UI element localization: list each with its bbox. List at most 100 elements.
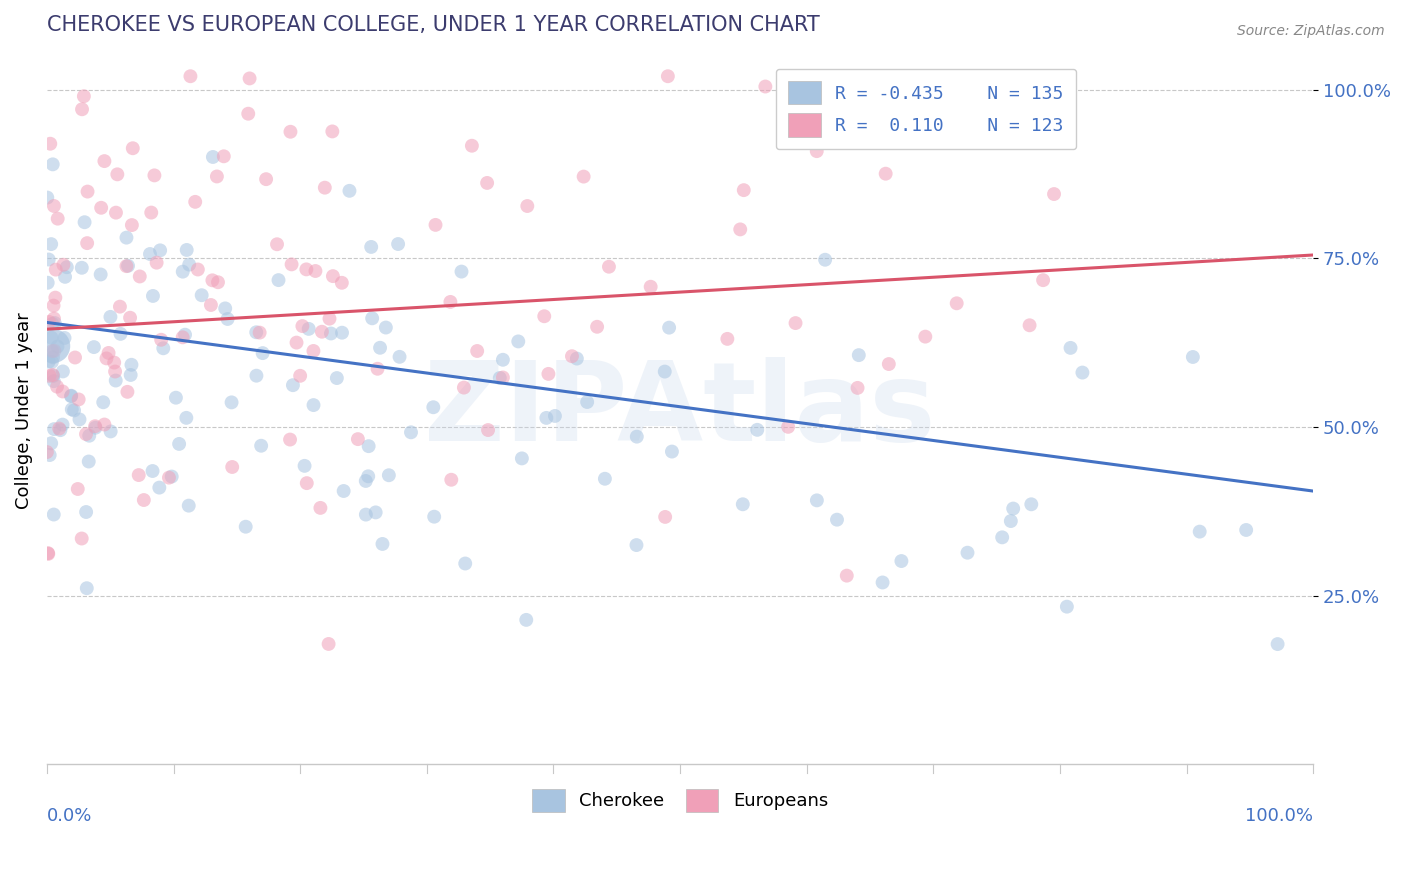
Point	[60, 389, 83, 403]
Point	[42, 508, 65, 522]
Point	[425, 218, 447, 232]
Point	[250, 439, 273, 453]
Point	[167, 437, 190, 451]
Point	[41, 344, 63, 359]
Point	[326, 371, 349, 385]
Point	[84, 421, 107, 435]
Point	[63, 351, 86, 365]
Point	[882, 89, 904, 103]
Point	[357, 469, 380, 483]
Point	[754, 79, 776, 94]
Point	[115, 230, 138, 244]
Point	[176, 410, 198, 425]
Point	[332, 483, 354, 498]
Point	[872, 575, 894, 590]
Point	[304, 264, 326, 278]
Point	[177, 499, 200, 513]
Point	[104, 364, 127, 378]
Point	[141, 205, 163, 219]
Point	[104, 374, 127, 388]
Point	[52, 364, 75, 378]
Point	[37, 547, 59, 561]
Text: 100.0%: 100.0%	[1246, 806, 1313, 825]
Point	[626, 430, 648, 444]
Point	[39, 237, 62, 252]
Point	[117, 384, 139, 399]
Point	[160, 469, 183, 483]
Point	[60, 389, 83, 403]
Point	[48, 421, 70, 435]
Point	[280, 125, 302, 139]
Point	[83, 340, 105, 354]
Point	[875, 167, 897, 181]
Point	[266, 237, 288, 252]
Point	[76, 185, 98, 199]
Point	[1056, 599, 1078, 614]
Point	[201, 273, 224, 287]
Point	[201, 150, 224, 164]
Point	[318, 311, 340, 326]
Point	[387, 237, 409, 252]
Point	[77, 428, 100, 442]
Point	[239, 71, 262, 86]
Point	[110, 326, 132, 341]
Point	[378, 468, 401, 483]
Point	[42, 368, 65, 383]
Point	[84, 419, 107, 434]
Point	[586, 319, 609, 334]
Point	[105, 167, 128, 181]
Point	[388, 350, 411, 364]
Point	[152, 341, 174, 355]
Point	[207, 275, 229, 289]
Point	[38, 315, 60, 329]
Point	[37, 190, 59, 204]
Point	[492, 352, 515, 367]
Point	[37, 546, 59, 560]
Point	[1181, 350, 1204, 364]
Point	[42, 374, 65, 388]
Point	[991, 530, 1014, 544]
Point	[212, 149, 235, 163]
Point	[39, 136, 62, 151]
Point	[117, 259, 139, 273]
Point	[657, 69, 679, 83]
Point	[52, 258, 75, 272]
Point	[593, 472, 616, 486]
Point	[77, 454, 100, 468]
Point	[1043, 187, 1066, 202]
Point	[176, 243, 198, 257]
Point	[143, 169, 166, 183]
Point	[368, 341, 391, 355]
Point	[510, 451, 533, 466]
Point	[733, 183, 755, 197]
Point	[53, 269, 76, 284]
Point	[658, 320, 681, 334]
Point	[439, 294, 461, 309]
Point	[38, 355, 60, 369]
Point	[76, 236, 98, 251]
Point	[806, 144, 828, 158]
Point	[281, 378, 304, 392]
Point	[291, 319, 314, 334]
Point	[319, 326, 342, 341]
Point	[73, 89, 96, 103]
Point	[747, 423, 769, 437]
Point	[453, 381, 475, 395]
Point	[288, 368, 311, 383]
Point	[238, 106, 260, 120]
Point	[454, 557, 477, 571]
Point	[508, 334, 530, 349]
Point	[322, 269, 344, 284]
Point	[565, 351, 588, 366]
Point	[142, 289, 165, 303]
Point	[295, 262, 318, 277]
Point	[1000, 514, 1022, 528]
Point	[626, 538, 648, 552]
Point	[139, 247, 162, 261]
Point	[70, 103, 93, 117]
Point	[93, 154, 115, 169]
Point	[179, 258, 201, 272]
Point	[187, 262, 209, 277]
Point	[1059, 341, 1081, 355]
Point	[423, 509, 446, 524]
